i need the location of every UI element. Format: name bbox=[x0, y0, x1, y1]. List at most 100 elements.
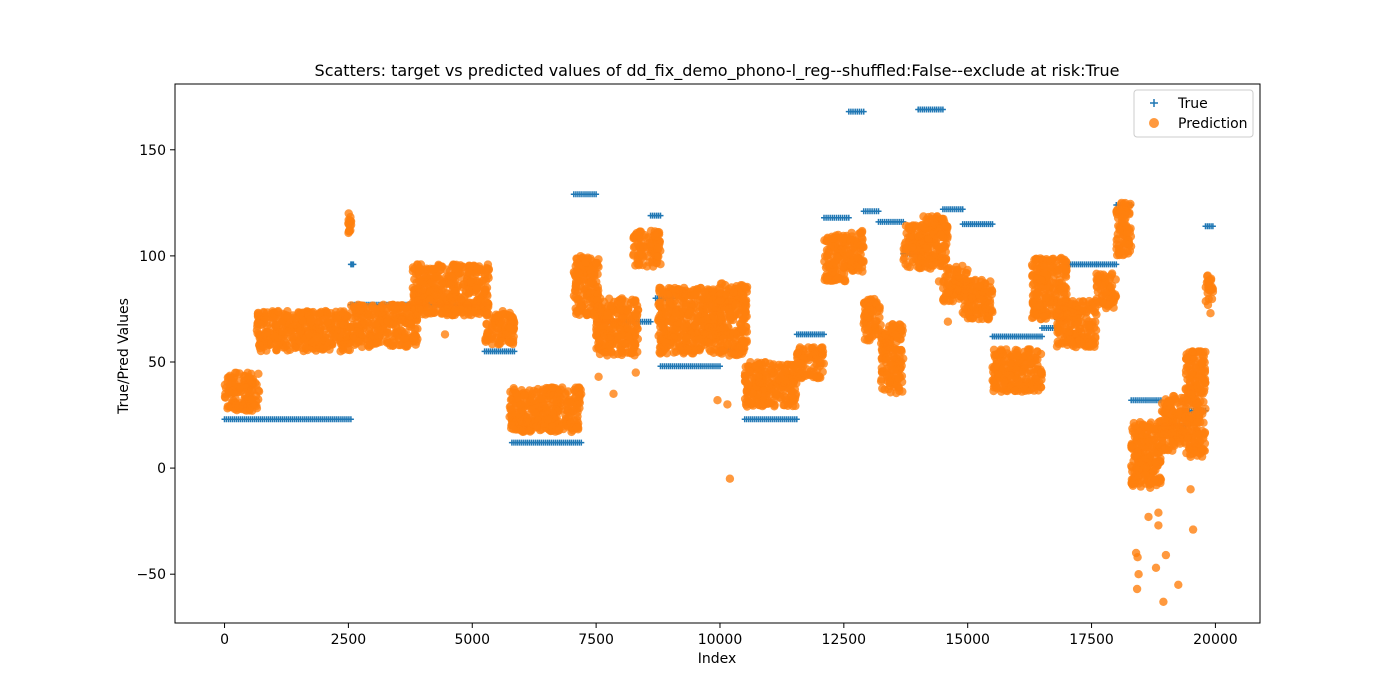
prediction-point bbox=[338, 340, 347, 350]
prediction-point bbox=[519, 426, 528, 435]
prediction-point bbox=[319, 344, 328, 354]
prediction-point bbox=[355, 306, 364, 315]
prediction-point bbox=[894, 374, 903, 383]
prediction-point bbox=[460, 311, 469, 320]
prediction-point bbox=[414, 296, 423, 305]
prediction-point bbox=[607, 301, 616, 310]
prediction-point bbox=[586, 277, 596, 287]
prediction-point bbox=[1036, 275, 1046, 284]
prediction-point bbox=[638, 253, 647, 262]
prediction-point bbox=[961, 268, 971, 278]
prediction-point bbox=[360, 319, 369, 328]
prediction-point bbox=[262, 321, 272, 331]
prediction-point bbox=[930, 219, 939, 228]
prediction-point bbox=[570, 416, 579, 425]
prediction-point bbox=[255, 341, 264, 350]
true-point bbox=[939, 106, 946, 113]
prediction-point bbox=[985, 298, 995, 308]
prediction-point bbox=[741, 303, 750, 312]
prediction-point bbox=[249, 399, 258, 409]
prediction-point bbox=[1029, 386, 1039, 395]
prediction-point bbox=[633, 231, 643, 240]
prediction-point bbox=[988, 308, 997, 317]
prediction-point bbox=[676, 318, 686, 327]
prediction-point bbox=[368, 332, 377, 341]
prediction-point bbox=[475, 309, 484, 319]
prediction-point bbox=[904, 222, 913, 231]
prediction-point bbox=[464, 268, 473, 277]
prediction-point bbox=[656, 319, 665, 328]
prediction-point bbox=[1053, 266, 1063, 275]
prediction-point bbox=[767, 398, 776, 408]
true-point bbox=[578, 439, 585, 446]
prediction-point bbox=[973, 282, 982, 291]
true-point bbox=[989, 221, 996, 228]
true-point bbox=[647, 318, 654, 325]
prediction-series-marks bbox=[220, 198, 1218, 606]
prediction-point bbox=[323, 318, 332, 327]
prediction-point bbox=[561, 406, 571, 415]
prediction-point bbox=[326, 309, 335, 318]
prediction-point bbox=[678, 344, 687, 354]
prediction-point bbox=[742, 312, 751, 321]
prediction-point bbox=[481, 297, 491, 307]
prediction-point bbox=[755, 378, 764, 387]
prediction-point bbox=[829, 258, 839, 267]
prediction-point bbox=[1036, 349, 1046, 359]
prediction-point bbox=[349, 332, 359, 341]
prediction-point bbox=[603, 351, 612, 360]
prediction-point bbox=[1032, 377, 1041, 386]
prediction-point bbox=[903, 233, 913, 242]
prediction-point bbox=[575, 268, 584, 278]
true-point bbox=[875, 208, 882, 215]
prediction-point bbox=[397, 301, 407, 310]
prediction-point bbox=[704, 296, 713, 305]
prediction-point bbox=[724, 304, 733, 314]
prediction-point bbox=[729, 329, 738, 338]
true-point bbox=[1209, 223, 1216, 230]
prediction-point bbox=[613, 332, 622, 342]
prediction-point bbox=[592, 324, 601, 334]
prediction-point bbox=[573, 407, 582, 417]
prediction-point bbox=[586, 288, 595, 298]
prediction-point bbox=[1010, 386, 1019, 396]
prediction-point bbox=[1020, 361, 1029, 371]
prediction-point bbox=[512, 389, 521, 398]
prediction-point bbox=[631, 297, 640, 306]
prediction-point bbox=[417, 285, 426, 295]
prediction-point bbox=[531, 408, 540, 418]
prediction-point bbox=[438, 309, 447, 318]
prediction-point bbox=[1008, 350, 1017, 359]
prediction-point bbox=[1021, 375, 1031, 384]
prediction-point bbox=[859, 242, 868, 251]
prediction-point bbox=[864, 298, 874, 307]
prediction-point bbox=[446, 272, 456, 282]
prediction-point bbox=[692, 317, 702, 326]
prediction-point bbox=[1046, 300, 1056, 309]
prediction-point bbox=[780, 401, 789, 410]
prediction-point bbox=[1039, 312, 1049, 321]
prediction-point bbox=[663, 290, 672, 299]
prediction-point bbox=[582, 308, 591, 317]
prediction-point bbox=[247, 369, 256, 378]
prediction-point bbox=[522, 418, 531, 427]
prediction-point bbox=[480, 286, 490, 295]
prediction-point bbox=[1039, 288, 1049, 297]
prediction-point bbox=[1007, 360, 1016, 370]
prediction-point bbox=[699, 335, 708, 344]
prediction-point bbox=[498, 337, 507, 346]
prediction-point bbox=[427, 278, 436, 287]
prediction-point bbox=[254, 308, 263, 318]
prediction-point bbox=[780, 364, 789, 374]
prediction-point bbox=[654, 298, 664, 308]
prediction-point bbox=[657, 348, 666, 357]
prediction-point bbox=[388, 320, 398, 329]
prediction-point bbox=[517, 400, 526, 410]
prediction-point bbox=[549, 391, 558, 400]
prediction-point bbox=[885, 322, 894, 331]
prediction-point bbox=[615, 325, 625, 334]
prediction-point bbox=[1037, 368, 1046, 377]
prediction-point bbox=[320, 333, 330, 342]
prediction-point bbox=[630, 339, 639, 349]
prediction-point bbox=[883, 339, 892, 349]
